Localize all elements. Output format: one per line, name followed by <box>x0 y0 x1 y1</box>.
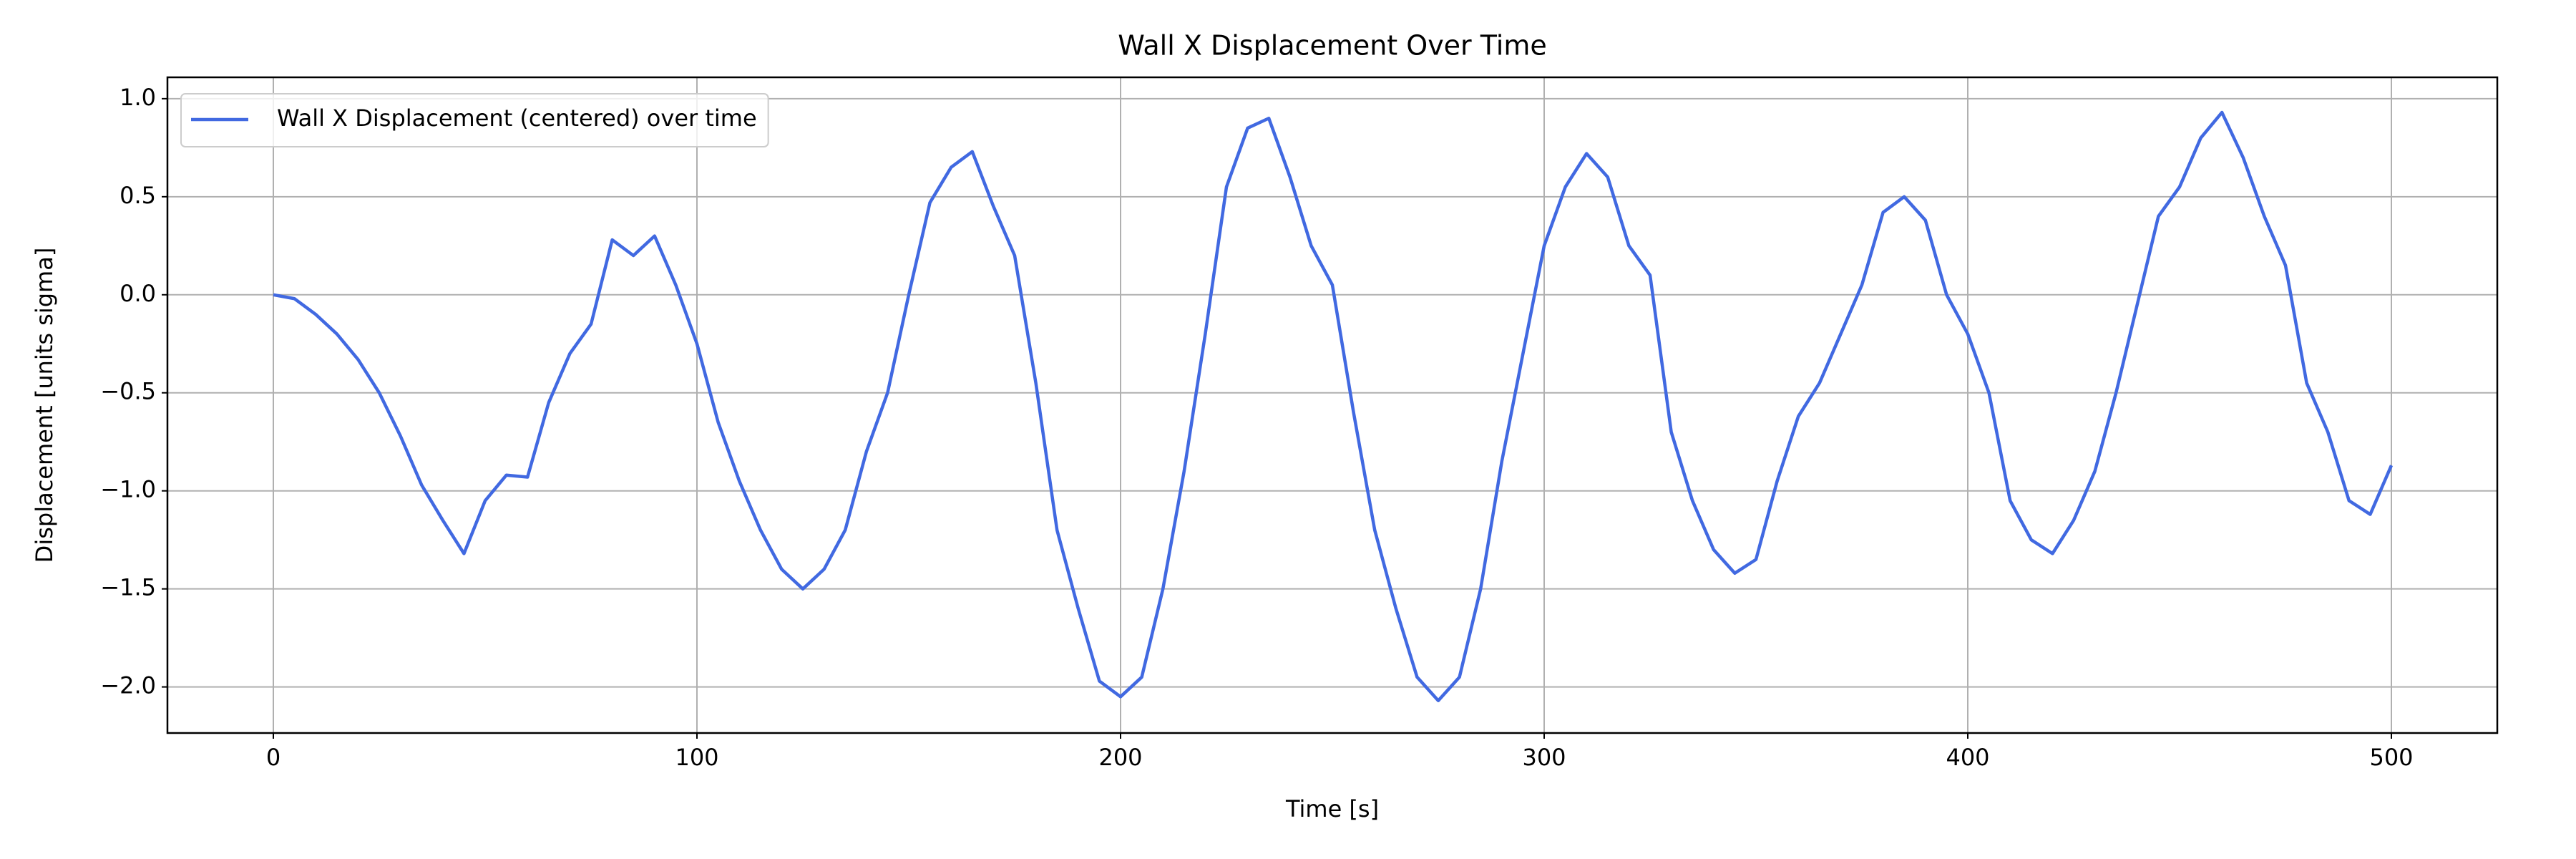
x-tick-label: 0 <box>266 744 280 771</box>
legend-box <box>180 93 769 147</box>
x-tick-label: 200 <box>1098 744 1142 771</box>
y-tick-label: 0.5 <box>119 182 156 209</box>
plot-frame <box>166 76 2499 734</box>
y-tick-label: −2.0 <box>100 672 156 699</box>
x-tick-label: 100 <box>675 744 718 771</box>
y-tick-label: 1.0 <box>119 84 156 111</box>
y-tick-label: 0.0 <box>119 280 156 307</box>
x-axis-label: Time [s] <box>1285 795 1379 822</box>
x-tick-label: 300 <box>1522 744 1566 771</box>
y-tick-label: −0.5 <box>100 378 156 405</box>
chart-title: Wall X Displacement Over Time <box>1118 30 1547 62</box>
y-tick-label: −1.0 <box>100 476 156 503</box>
x-tick-label: 500 <box>2369 744 2413 771</box>
y-tick-label: −1.5 <box>100 574 156 601</box>
legend-label: Wall X Displacement (centered) over time <box>277 105 757 132</box>
data-line <box>273 110 2394 703</box>
x-tick-label: 400 <box>1946 744 1989 771</box>
y-axis-label: Displacement [units sigma] <box>31 248 58 563</box>
